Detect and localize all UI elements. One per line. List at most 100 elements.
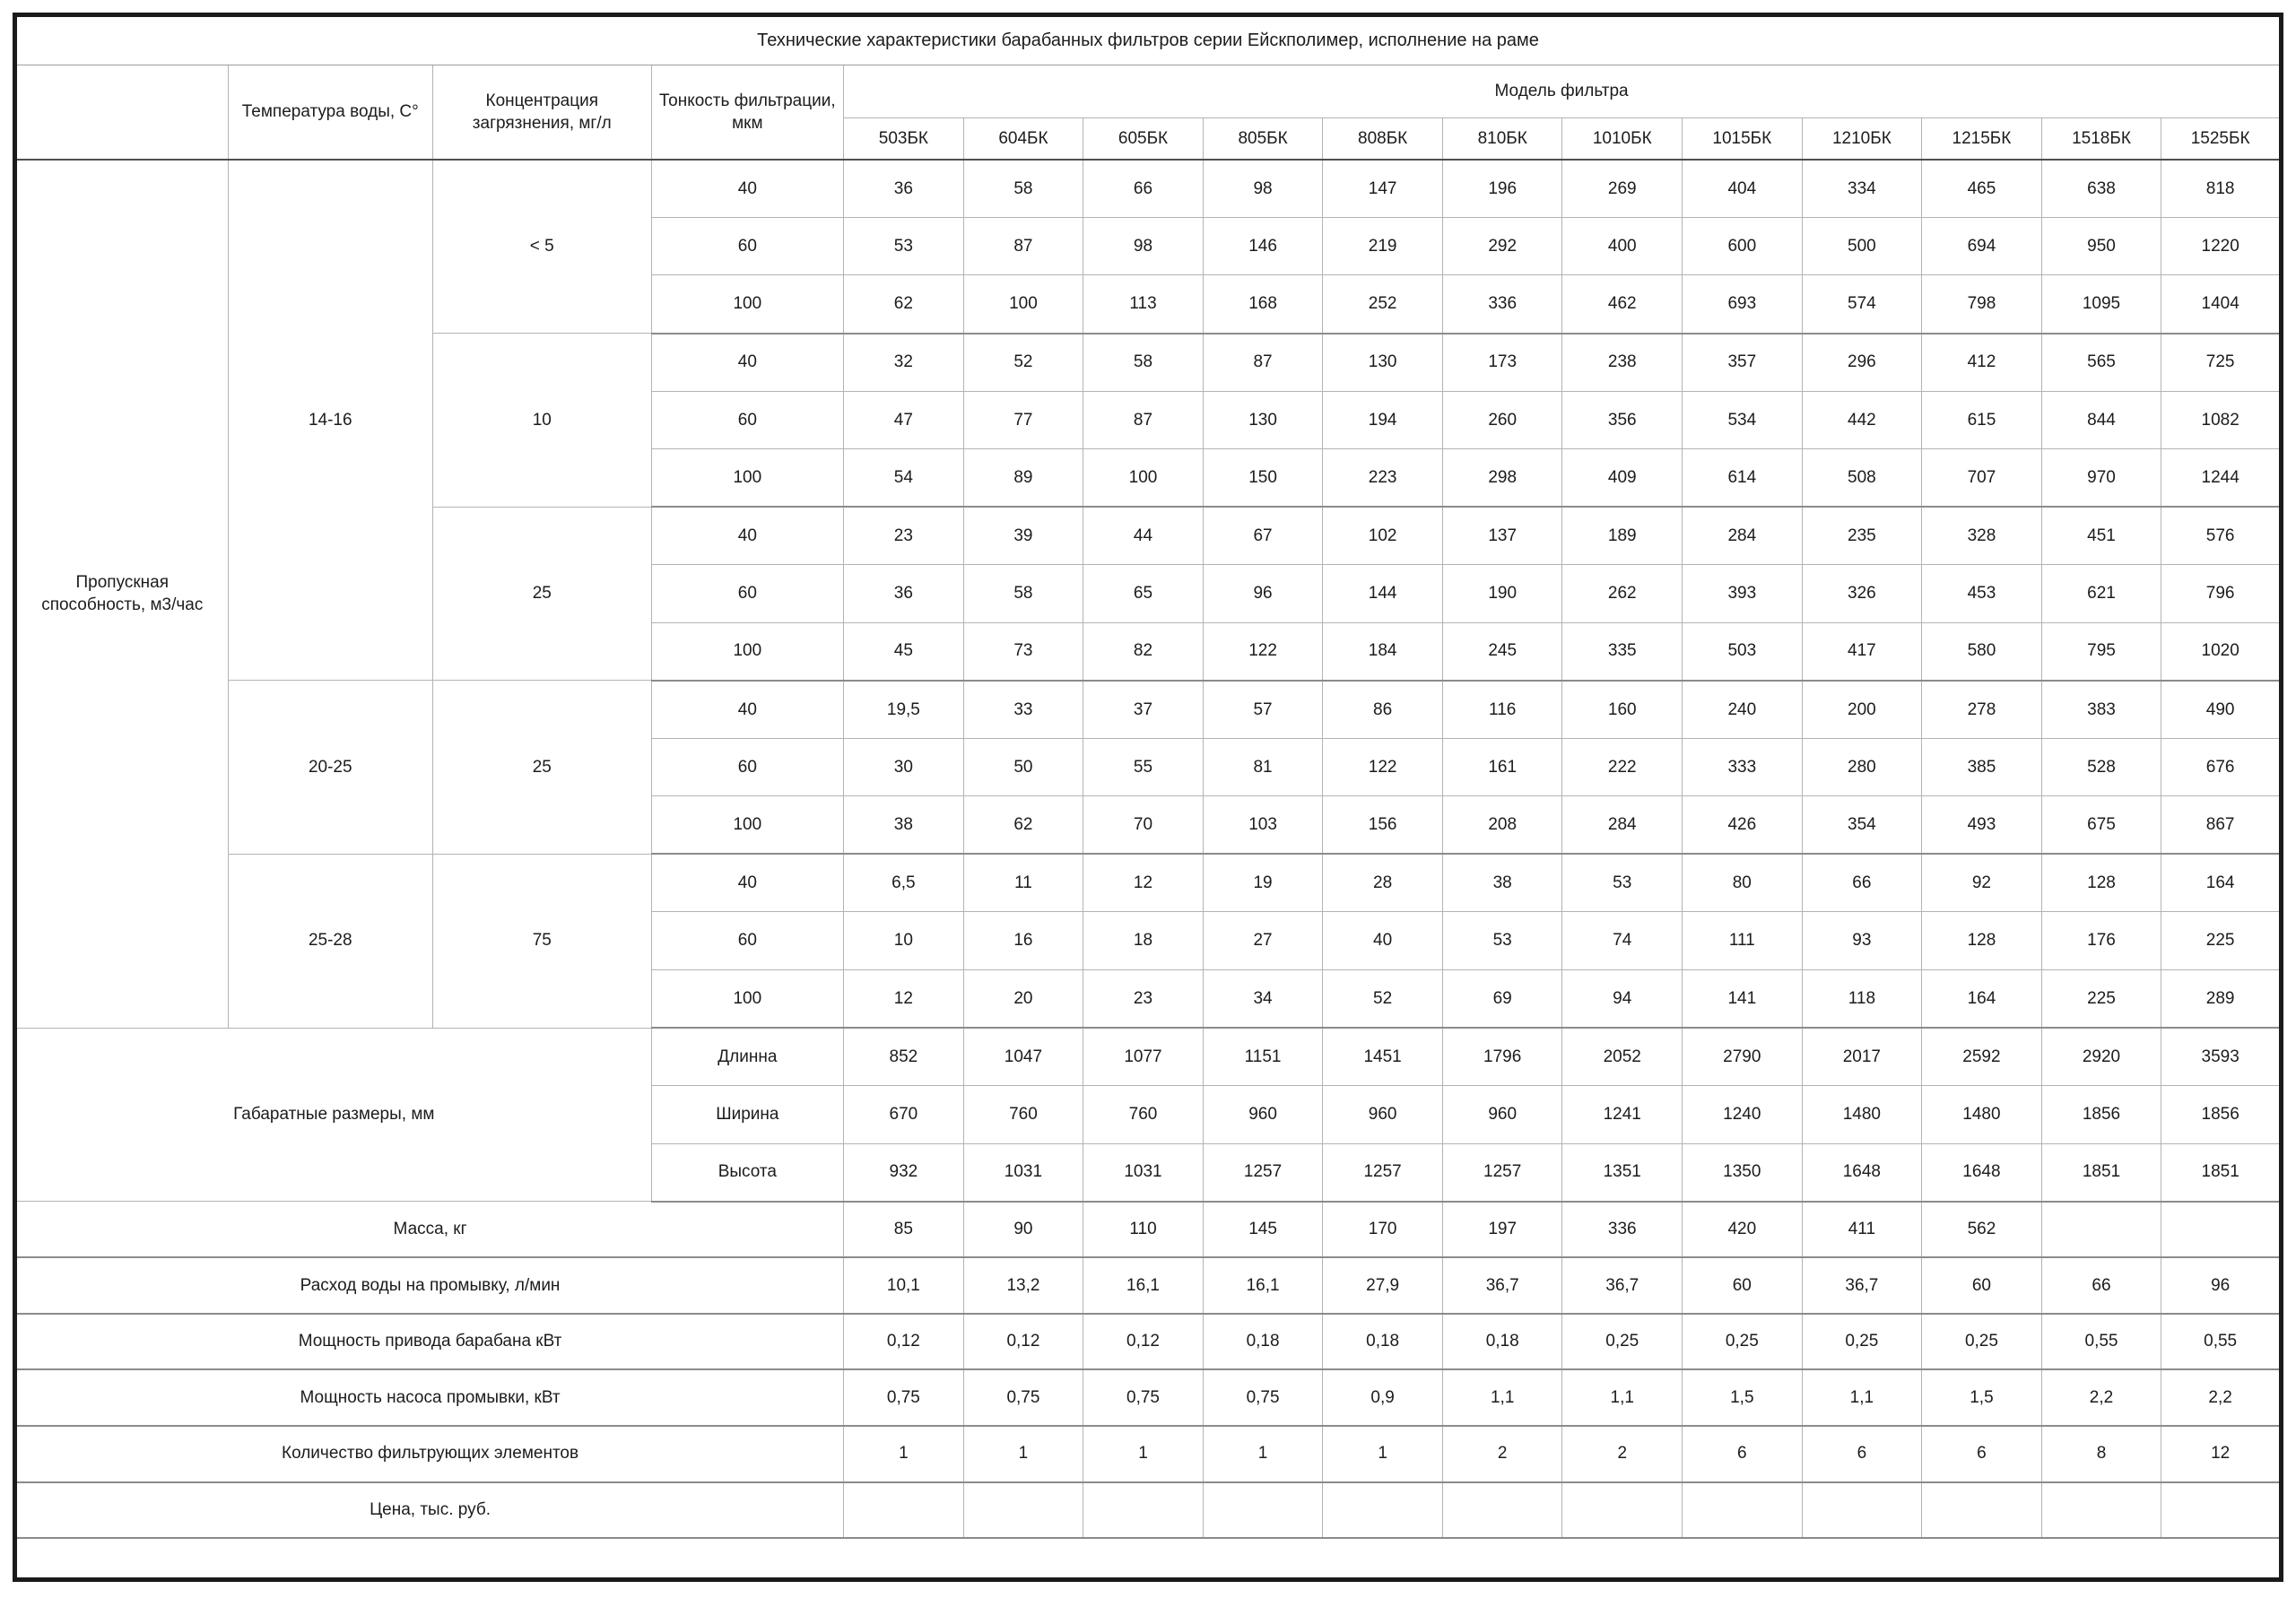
model-name-cell: 805БК xyxy=(1202,117,1324,161)
throughput-value-cell: 1095 xyxy=(2040,274,2162,334)
throughput-value-cell: 615 xyxy=(1921,390,2042,450)
spec-value-cell: 1,1 xyxy=(1561,1368,1683,1427)
throughput-value-cell: 200 xyxy=(1801,680,1923,739)
throughput-value-cell: 219 xyxy=(1322,216,1443,276)
throughput-value-cell: 284 xyxy=(1561,795,1683,856)
throughput-value-cell: 208 xyxy=(1441,795,1563,856)
throughput-value-cell: 292 xyxy=(1441,216,1563,276)
throughput-label: Пропускная способность, м3/час xyxy=(14,158,229,1029)
fineness-value-cell: 40 xyxy=(650,506,845,566)
spec-value-cell: 0,75 xyxy=(1083,1368,1204,1427)
throughput-value-cell: 86 xyxy=(1322,680,1443,739)
throughput-row: 60 36 58 65 96 144 190 262 393 326 453 621 796 xyxy=(15,564,2282,623)
throughput-value-cell: 1244 xyxy=(2161,448,2282,508)
throughput-value-cell: 50 xyxy=(962,737,1084,797)
throughput-value-cell: 146 xyxy=(1202,216,1324,276)
spec-value-cell xyxy=(1682,1481,1803,1540)
throughput-value-cell: 225 xyxy=(2040,969,2162,1029)
spec-value-cell: 60 xyxy=(1921,1256,2042,1315)
throughput-value-cell: 111 xyxy=(1682,911,1803,971)
throughput-row: Пропускная способность, м3/час 14-16 < 5 40… xyxy=(14,158,2282,1029)
throughput-row: 100 62 100 113 168 252 336 462 693 574 798 1095 1404 xyxy=(15,274,2282,334)
spec-value-cell: 13,2 xyxy=(962,1256,1084,1315)
spec-value-cell: 36,7 xyxy=(1561,1256,1683,1315)
spec-row: Масса, кг 85 90 110 145 170 197 336 420 411 562 xyxy=(13,1201,2282,1259)
concentration-value-cell: < 5 xyxy=(431,158,652,334)
throughput-value-cell: 190 xyxy=(1441,564,1563,623)
spec-value-cell: 411 xyxy=(1801,1201,1923,1259)
dimension-value-cell: 1031 xyxy=(962,1142,1084,1203)
fineness-value-cell: 100 xyxy=(650,621,845,682)
throughput-value-cell: 39 xyxy=(962,506,1084,566)
spec-label: Количество фильтрующих элементов xyxy=(13,1425,845,1483)
throughput-value-cell: 225 xyxy=(2161,911,2282,971)
throughput-value-cell: 128 xyxy=(1921,911,2042,971)
throughput-value-cell: 122 xyxy=(1322,737,1443,797)
throughput-row: 20-25 25 40 19,5 33 37 57 86 116 160 240 200 278 383 4… xyxy=(15,680,2282,855)
throughput-value-cell: 333 xyxy=(1682,737,1803,797)
throughput-value-cell: 103 xyxy=(1202,795,1324,856)
throughput-value-cell: 92 xyxy=(1921,853,2042,913)
spec-value-cell: 0,18 xyxy=(1322,1313,1443,1371)
corner-cell xyxy=(14,65,229,161)
throughput-value-cell: 600 xyxy=(1682,216,1803,276)
spec-value-cell: 0,75 xyxy=(962,1368,1084,1427)
throughput-value-cell: 62 xyxy=(962,795,1084,856)
throughput-value-cell: 164 xyxy=(1921,969,2042,1029)
dimension-value-cell: 1241 xyxy=(1561,1085,1683,1144)
throughput-value-cell: 98 xyxy=(1083,216,1204,276)
throughput-value-cell: 147 xyxy=(1322,158,1443,218)
fineness-value-cell: 60 xyxy=(650,390,845,450)
spec-value-cell: 16,1 xyxy=(1083,1256,1204,1315)
throughput-value-cell: 1020 xyxy=(2161,621,2282,682)
throughput-value-cell: 144 xyxy=(1322,564,1443,623)
throughput-row: 25-28 75 40 6,5 11 12 19 28 38 53 80 66 92 128 164 xyxy=(15,853,2282,1029)
fineness-value-cell: 40 xyxy=(650,158,845,218)
fineness-value-cell: 40 xyxy=(650,333,845,392)
dimension-value-cell: 2017 xyxy=(1801,1027,1923,1087)
throughput-value-cell: 52 xyxy=(1322,969,1443,1029)
throughput-value-cell: 465 xyxy=(1921,158,2042,218)
spec-value-cell xyxy=(843,1481,964,1540)
throughput-value-cell: 707 xyxy=(1921,448,2042,508)
model-name-cell: 605БК xyxy=(1083,117,1204,161)
spec-value-cell: 8 xyxy=(2040,1425,2162,1483)
throughput-value-cell: 18 xyxy=(1083,911,1204,971)
throughput-value-cell: 77 xyxy=(962,390,1084,450)
throughput-value-cell: 27 xyxy=(1202,911,1324,971)
spec-value-cell: 0,9 xyxy=(1322,1368,1443,1427)
spec-value-cell: 0,12 xyxy=(843,1313,964,1371)
spec-label: Мощность привода барабана кВт xyxy=(13,1313,845,1371)
throughput-value-cell: 534 xyxy=(1682,390,1803,450)
spec-value-cell xyxy=(962,1481,1084,1540)
spec-value-cell: 2,2 xyxy=(2040,1368,2162,1427)
dimensions-label: Габаратные размеры, мм xyxy=(14,1027,652,1203)
throughput-value-cell: 278 xyxy=(1921,680,2042,739)
throughput-value-cell: 393 xyxy=(1682,564,1803,623)
throughput-value-cell: 161 xyxy=(1441,737,1563,797)
dimension-value-cell: 852 xyxy=(843,1027,964,1087)
throughput-value-cell: 725 xyxy=(2161,333,2282,392)
throughput-value-cell: 336 xyxy=(1441,274,1563,334)
throughput-value-cell: 32 xyxy=(843,333,964,392)
throughput-value-cell: 694 xyxy=(1921,216,2042,276)
specs-body: Масса, кг 85 90 110 145 170 197 336 420 411 562 Рас… xyxy=(13,1201,2282,1540)
throughput-value-cell: 11 xyxy=(962,853,1084,913)
throughput-value-cell: 262 xyxy=(1561,564,1683,623)
throughput-value-cell: 81 xyxy=(1202,737,1324,797)
throughput-value-cell: 128 xyxy=(2040,853,2162,913)
throughput-value-cell: 574 xyxy=(1801,274,1923,334)
temperature-value-cell: 25-28 xyxy=(227,853,433,1029)
throughput-value-cell: 52 xyxy=(962,333,1084,392)
spec-value-cell: 6 xyxy=(1682,1425,1803,1483)
dimension-value-cell: 960 xyxy=(1322,1085,1443,1144)
throughput-value-cell: 269 xyxy=(1561,158,1683,218)
throughput-value-cell: 189 xyxy=(1561,506,1683,566)
spec-row: Мощность насоса промывки, кВт 0,75 0,75 0,7… xyxy=(13,1368,2282,1427)
throughput-value-cell: 122 xyxy=(1202,621,1324,682)
fineness-value-cell: 60 xyxy=(650,911,845,971)
spec-value-cell: 170 xyxy=(1322,1201,1443,1259)
throughput-row: 25 40 23 39 44 67 102 137 189 284 235 328 451 576 xyxy=(15,506,2282,682)
dimension-value-cell: 1480 xyxy=(1801,1085,1923,1144)
concentration-value-cell: 10 xyxy=(431,333,652,508)
